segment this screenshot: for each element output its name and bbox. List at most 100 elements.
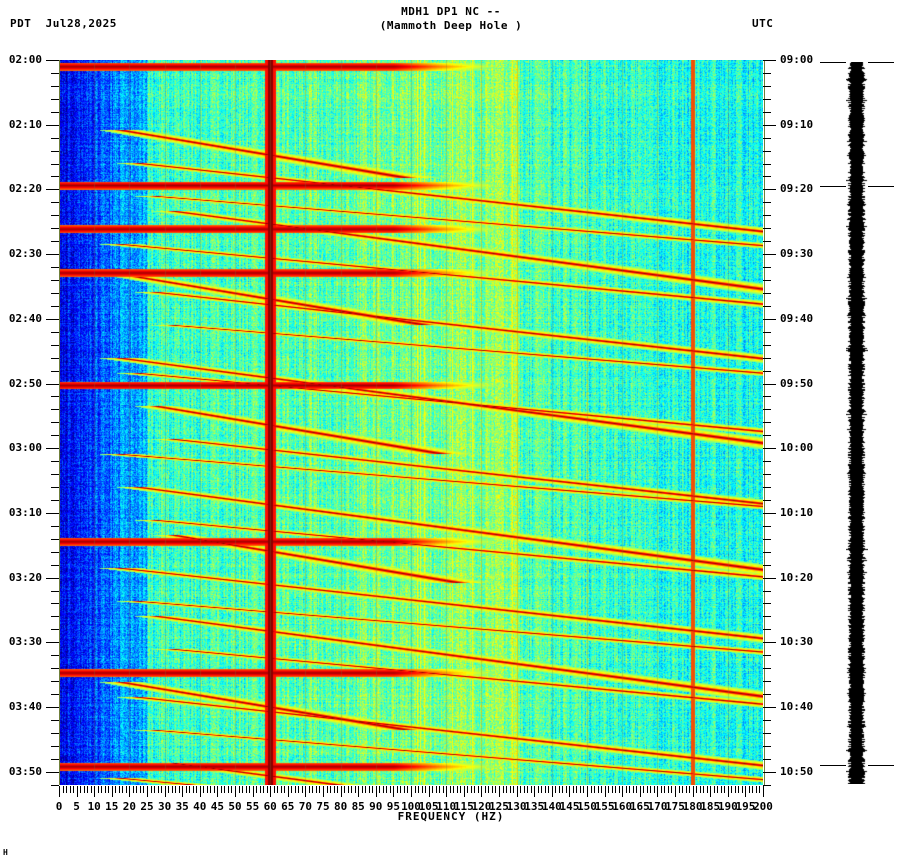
minor-time-tick-right (763, 228, 771, 229)
major-frequency-tick (94, 786, 95, 797)
frequency-tick-label: 100 (401, 800, 421, 813)
minor-time-tick-left (51, 202, 59, 203)
minor-time-tick-right (763, 345, 771, 346)
minor-time-tick-left (51, 215, 59, 216)
minor-time-tick-left (51, 306, 59, 307)
minor-frequency-tick (224, 786, 225, 793)
major-frequency-tick (112, 786, 113, 797)
minor-frequency-tick (503, 786, 504, 793)
minor-time-tick-right (763, 487, 771, 488)
minor-time-tick-right (763, 138, 771, 139)
minor-frequency-tick (151, 786, 152, 793)
minor-time-tick-left (51, 720, 59, 721)
minor-time-tick-left (51, 151, 59, 152)
minor-time-tick-right (763, 720, 771, 721)
minor-frequency-tick (471, 786, 472, 793)
minor-frequency-tick (344, 786, 345, 793)
major-time-tick-left (46, 319, 59, 320)
minor-frequency-tick (291, 786, 292, 793)
minor-time-tick-right (763, 396, 771, 397)
minor-frequency-tick (249, 786, 250, 793)
minor-frequency-tick (573, 786, 574, 793)
frequency-tick-label: 120 (471, 800, 492, 813)
minor-frequency-tick (418, 786, 419, 793)
minor-time-tick-right (763, 668, 771, 669)
frequency-tick-label: 45 (210, 800, 225, 813)
minor-time-tick-left (51, 668, 59, 669)
minor-time-tick-left (51, 422, 59, 423)
frequency-tick-label: 125 (489, 800, 509, 813)
minor-time-tick-left (51, 99, 59, 100)
minor-frequency-tick (531, 786, 532, 793)
major-frequency-tick (464, 786, 465, 797)
minor-time-tick-right (763, 461, 771, 462)
minor-frequency-tick (643, 786, 644, 793)
minor-time-tick-left (51, 759, 59, 760)
frequency-tick-label: 35 (175, 800, 189, 813)
minor-frequency-tick (365, 786, 366, 793)
minor-frequency-tick (161, 786, 162, 793)
major-time-tick-right (763, 642, 776, 643)
minor-frequency-tick (555, 786, 556, 793)
major-frequency-tick (235, 786, 236, 797)
minor-time-tick-left (51, 746, 59, 747)
minor-time-tick-right (763, 785, 771, 786)
minor-frequency-tick (175, 786, 176, 793)
time-tick-label-right: 09:50 (780, 377, 814, 390)
minor-frequency-tick (119, 786, 120, 793)
frequency-tick-label: 20 (122, 800, 137, 813)
minor-frequency-tick (749, 786, 750, 793)
major-frequency-tick (745, 786, 746, 797)
minor-frequency-tick (133, 786, 134, 793)
minor-frequency-tick (513, 786, 514, 793)
minor-time-tick-right (763, 603, 771, 604)
major-frequency-tick (587, 786, 588, 797)
minor-frequency-tick (474, 786, 475, 793)
frequency-tick-label: 200 (753, 800, 773, 813)
minor-frequency-tick (277, 786, 278, 793)
minor-frequency-tick (115, 786, 116, 793)
time-tick-label-right: 09:00 (780, 53, 814, 66)
minor-frequency-tick (369, 786, 370, 793)
minor-time-tick-left (51, 681, 59, 682)
major-frequency-tick (693, 786, 694, 797)
minor-frequency-tick (717, 786, 718, 793)
minor-frequency-tick (626, 786, 627, 793)
time-tick-label-left: 02:30 (8, 247, 42, 260)
minor-frequency-tick (172, 786, 173, 793)
spectrogram-plot[interactable] (59, 60, 763, 785)
time-tick-label-left: 03:50 (8, 765, 42, 778)
minor-frequency-tick (559, 786, 560, 793)
minor-time-tick-left (51, 616, 59, 617)
minor-time-tick-left (51, 293, 59, 294)
major-time-tick-right (763, 707, 776, 708)
major-time-tick-right (763, 772, 776, 773)
minor-frequency-tick (263, 786, 264, 793)
minor-frequency-tick (682, 786, 683, 793)
frequency-tick-label: 65 (281, 800, 295, 813)
minor-frequency-tick (415, 786, 416, 793)
minor-frequency-tick (168, 786, 169, 793)
minor-frequency-tick (478, 786, 479, 793)
corner-artifact-mark: H (3, 848, 8, 857)
major-frequency-tick (358, 786, 359, 797)
minor-frequency-tick (541, 786, 542, 793)
frequency-tick-label: 135 (524, 800, 545, 813)
minor-time-tick-right (763, 371, 771, 372)
frequency-tick-label: 140 (541, 800, 562, 813)
minor-time-tick-left (51, 539, 59, 540)
minor-frequency-tick (439, 786, 440, 793)
frequency-tick-label: 160 (612, 800, 633, 813)
minor-time-tick-left (51, 267, 59, 268)
frequency-tick-label: 180 (682, 800, 703, 813)
frequency-tick-label: 170 (647, 800, 668, 813)
minor-frequency-tick (246, 786, 247, 793)
minor-frequency-tick (70, 786, 71, 793)
minor-frequency-tick (752, 786, 753, 793)
minor-frequency-tick (228, 786, 229, 793)
major-time-tick-right (763, 578, 776, 579)
minor-frequency-tick (724, 786, 725, 793)
frequency-tick-label: 185 (700, 800, 721, 813)
minor-frequency-tick (319, 786, 320, 793)
minor-time-tick-left (51, 86, 59, 87)
